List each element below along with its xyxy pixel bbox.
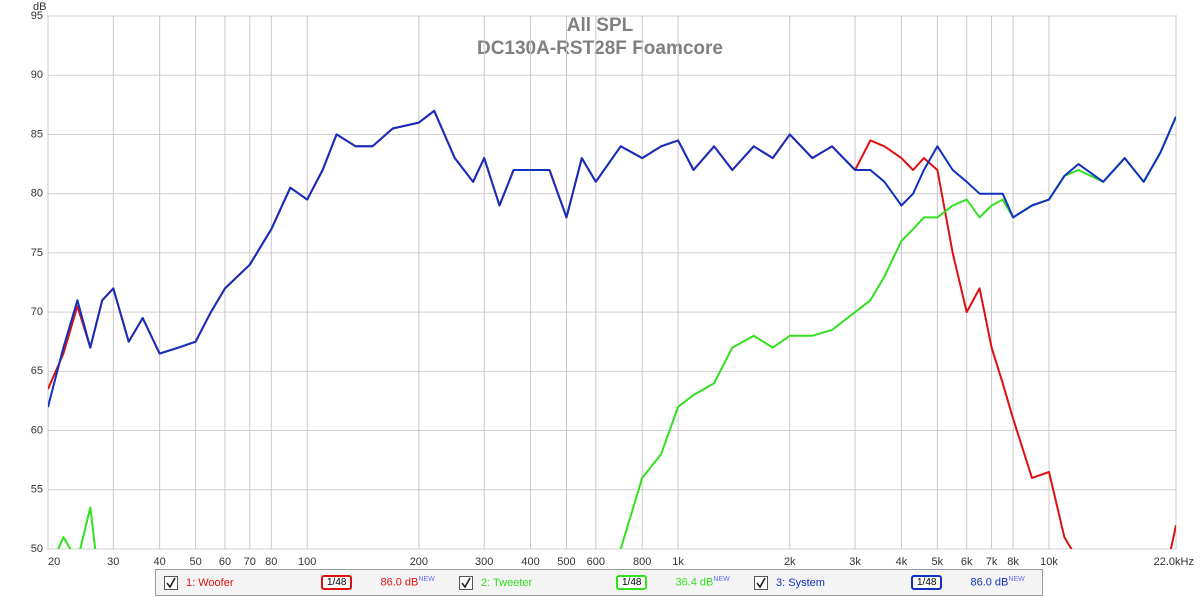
level-value: 86.0 dB <box>970 576 1009 589</box>
x-tick-label: 80 <box>265 556 277 568</box>
badge: NEW <box>418 576 435 584</box>
level-value: 86.0 dB <box>380 576 419 589</box>
x-tick-label: 800 <box>633 556 651 568</box>
checkbox[interactable] <box>459 575 473 590</box>
y-tick-label: 95 <box>31 10 43 22</box>
level: 36.4 dBNEW <box>675 576 729 589</box>
x-tick-label: 40 <box>154 556 166 568</box>
x-tick-label: 22.0kHz <box>1154 556 1194 568</box>
legend-entry: 1: Woofer 1/48 86.0 dBNEW <box>156 575 451 590</box>
level: 86.0 dBNEW <box>380 576 434 589</box>
x-tick-label: 7k <box>986 556 998 568</box>
x-tick-label: 10k <box>1040 556 1058 568</box>
legend-name: 3: System <box>776 576 825 589</box>
badge: NEW <box>713 576 730 584</box>
y-tick-label: 75 <box>31 247 43 259</box>
x-tick-label: 70 <box>244 556 256 568</box>
y-tick-label: 80 <box>31 188 43 200</box>
y-tick-label: 70 <box>31 306 43 318</box>
x-tick-label: 3k <box>849 556 861 568</box>
x-tick-label: 30 <box>107 556 119 568</box>
x-tick-label: 4k <box>896 556 908 568</box>
checkbox[interactable] <box>754 575 768 590</box>
chart: dB All SPL DC130A-RST28F Foamcore 50 55 60… <box>31 1 1194 568</box>
y-tick-label: 85 <box>31 128 43 140</box>
x-tick-label: 100 <box>298 556 316 568</box>
legend-entry: 3: System 1/48 86.0 dBNEW <box>746 575 1041 590</box>
chart-subtitle: DC130A-RST28F Foamcore <box>477 38 723 59</box>
x-tick-label: 600 <box>587 556 605 568</box>
x-tick-label: 500 <box>557 556 575 568</box>
level-value: 36.4 dB <box>675 576 714 589</box>
y-axis-label: dB <box>33 1 46 13</box>
x-tick-label: 300 <box>475 556 493 568</box>
smoothing[interactable]: 1/48 <box>321 575 353 590</box>
x-tick-label: 6k <box>961 556 973 568</box>
legend-entry: 2: Tweeter 1/48 36.4 dBNEW <box>451 575 746 590</box>
series-line <box>48 109 1176 408</box>
y-tick-label: 50 <box>31 543 43 555</box>
x-tick-label: 8k <box>1007 556 1019 568</box>
x-tick-label: 1k <box>672 556 684 568</box>
x-tick-label: 5k <box>932 556 944 568</box>
badge: NEW <box>1008 576 1025 584</box>
x-tick-label: 200 <box>410 556 428 568</box>
series-line <box>57 116 1176 549</box>
smoothing[interactable]: 1/48 <box>616 575 648 590</box>
x-tick-label: 2k <box>784 556 796 568</box>
chart-title: All SPL <box>567 15 634 36</box>
legend-name: 1: Woofer <box>186 576 234 589</box>
x-tick-label: 50 <box>189 556 201 568</box>
x-tick-label: 20 <box>48 556 60 568</box>
x-tick-label: 60 <box>219 556 231 568</box>
x-tick-label: 400 <box>521 556 539 568</box>
y-tick-label: 60 <box>31 424 43 436</box>
y-tick-label: 55 <box>31 484 43 496</box>
smoothing[interactable]: 1/48 <box>911 575 943 590</box>
y-tick-label: 65 <box>31 365 43 377</box>
y-tick-label: 90 <box>31 69 43 81</box>
checkbox[interactable] <box>164 575 178 590</box>
level: 86.0 dBNEW <box>970 576 1024 589</box>
plot-area <box>47 15 1177 550</box>
legend-name: 2: Tweeter <box>481 576 533 589</box>
legend: 1: Woofer 1/48 86.0 dBNEW 2: Tweeter 1/48 36.… <box>155 569 1043 596</box>
